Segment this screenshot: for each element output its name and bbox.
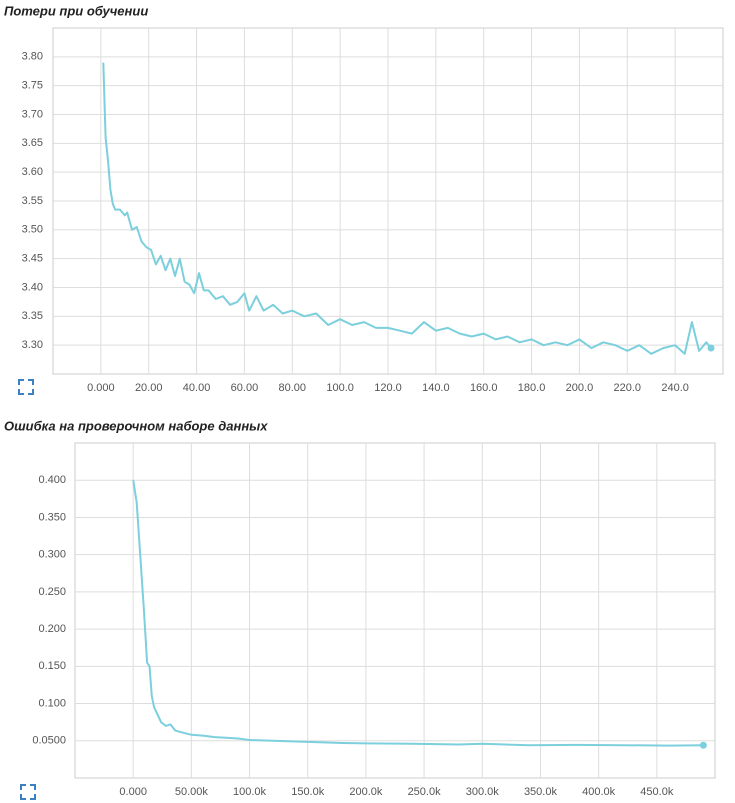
y-tick-label: 3.30	[22, 339, 43, 351]
x-tick-label: 0.000	[119, 786, 147, 798]
y-tick-label: 0.300	[38, 549, 66, 561]
x-tick-label: 120.0	[374, 382, 402, 394]
last-point	[707, 344, 715, 352]
x-tick-label: 40.00	[183, 382, 211, 394]
x-tick-label: 80.00	[279, 382, 307, 394]
y-tick-label: 0.150	[38, 660, 66, 672]
loss-line	[102, 62, 712, 355]
y-tick-label: 3.80	[22, 51, 43, 63]
y-tick-label: 0.200	[38, 623, 66, 635]
y-tick-label: 0.400	[38, 474, 66, 486]
chart-title: Потери при обучении	[4, 3, 148, 18]
x-tick-label: 60.00	[231, 382, 259, 394]
x-tick-label: 220.0	[614, 382, 642, 394]
y-tick-label: 3.75	[22, 80, 43, 92]
last-point	[699, 741, 707, 749]
x-tick-label: 100.0	[326, 382, 354, 394]
y-tick-label: 3.70	[22, 108, 43, 120]
x-tick-label: 450.0k	[640, 786, 674, 798]
y-tick-label: 3.55	[22, 195, 43, 207]
y-tick-label: 3.50	[22, 224, 43, 236]
x-tick-label: 350.0k	[524, 786, 558, 798]
y-tick-label: 3.45	[22, 253, 43, 265]
chart-title: Ошибка на проверочном наборе данных	[4, 418, 268, 433]
plot-frame	[74, 442, 716, 779]
y-tick-label: 3.40	[22, 281, 43, 293]
y-tick-label: 0.250	[38, 586, 66, 598]
x-tick-label: 250.0k	[408, 786, 442, 798]
y-tick-label: 3.35	[22, 310, 43, 322]
y-tick-label: 0.0500	[32, 735, 66, 747]
x-tick-label: 0.000	[87, 382, 115, 394]
x-tick-label: 20.00	[135, 382, 163, 394]
x-tick-label: 300.0k	[466, 786, 500, 798]
x-tick-label: 200.0	[566, 382, 594, 394]
x-tick-label: 140.0	[422, 382, 450, 394]
x-tick-label: 50.00k	[175, 786, 209, 798]
x-tick-label: 160.0	[470, 382, 498, 394]
x-tick-label: 200.0k	[349, 786, 383, 798]
y-tick-label: 3.65	[22, 137, 43, 149]
x-tick-label: 400.0k	[582, 786, 616, 798]
y-tick-label: 0.100	[38, 697, 66, 709]
x-tick-label: 100.0k	[233, 786, 267, 798]
x-tick-label: 240.0	[661, 382, 689, 394]
y-tick-label: 0.350	[38, 511, 66, 523]
x-tick-label: 150.0k	[291, 786, 325, 798]
loss-line	[132, 480, 704, 747]
expand-icon[interactable]	[18, 379, 36, 800]
y-tick-label: 3.60	[22, 166, 43, 178]
x-tick-label: 180.0	[518, 382, 546, 394]
